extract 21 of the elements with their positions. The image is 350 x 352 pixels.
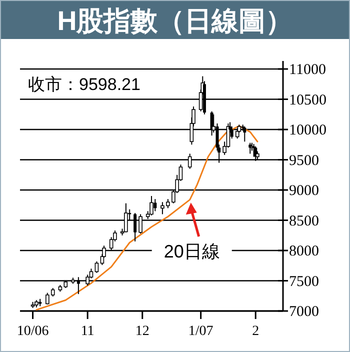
x-tick-label: 1/07	[188, 324, 214, 339]
chart-title: H股指數（日線圖）	[57, 6, 293, 36]
y-tick-label: 8000	[289, 244, 319, 260]
y-tick-label: 10000	[289, 122, 326, 138]
y-tick-label: 9000	[289, 183, 319, 199]
x-tick-label: 2	[252, 324, 260, 339]
y-tick-label: 9500	[289, 152, 319, 169]
annotation: 收市：9598.21	[28, 75, 140, 94]
candlestick	[150, 196, 154, 216]
y-tick-label: 7000	[289, 304, 319, 320]
y-tick-label: 7500	[289, 274, 319, 290]
x-tick-label: 10/06	[16, 324, 49, 339]
line-series	[36, 125, 258, 311]
x-tick-label: 12	[135, 324, 150, 339]
series-label: 20日線	[164, 242, 220, 262]
x-tick-label: 11	[80, 324, 94, 339]
candlestick	[154, 198, 157, 212]
y-tick-label: 8500	[289, 213, 319, 230]
candlestick	[94, 260, 99, 274]
y-tick-label: 11000	[289, 62, 326, 78]
y-tick-label: 10500	[289, 92, 326, 108]
